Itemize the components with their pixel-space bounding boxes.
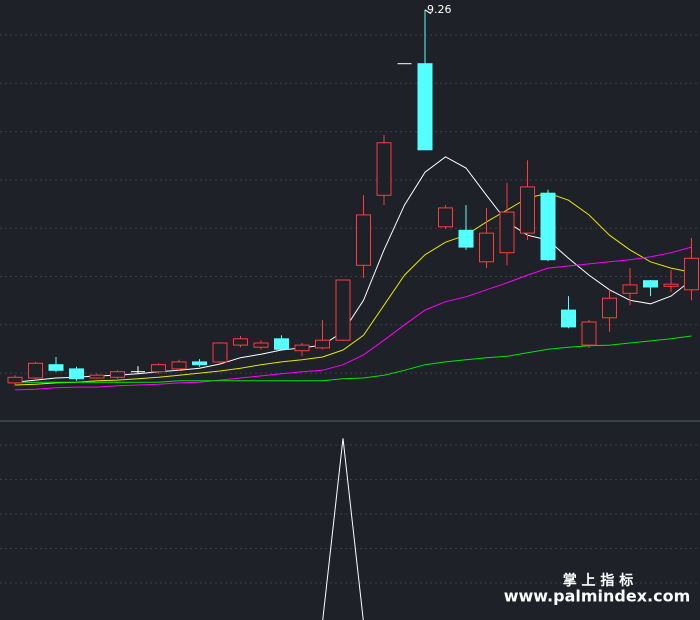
candle-body xyxy=(89,374,105,379)
candle-body xyxy=(274,338,289,350)
candle-body xyxy=(171,361,187,370)
candle-body xyxy=(69,368,84,380)
candle-body xyxy=(376,142,392,196)
candle-body xyxy=(335,279,351,341)
candle-body xyxy=(643,280,658,288)
candle-body xyxy=(294,344,310,352)
moving-average-line xyxy=(15,335,692,383)
high-label: 9.26 xyxy=(427,3,452,16)
watermark-title: 掌 上 指 标 xyxy=(563,572,634,589)
candle-body xyxy=(417,63,433,151)
candle-body xyxy=(48,364,64,371)
candle-body xyxy=(540,192,556,261)
candle-body xyxy=(253,342,269,348)
candle-body xyxy=(110,371,125,378)
candle-body xyxy=(622,284,638,294)
candle-body xyxy=(233,338,248,346)
candle-body xyxy=(561,309,576,328)
candle-body xyxy=(520,186,535,234)
moving-average-line xyxy=(14,246,692,391)
candle-body xyxy=(458,229,474,248)
candle-body xyxy=(151,364,166,373)
candle-body xyxy=(479,232,494,263)
candle-body xyxy=(315,339,330,349)
candle-body xyxy=(192,361,207,366)
moving-average-line xyxy=(14,156,692,383)
candle-body xyxy=(212,342,228,363)
moving-average-line xyxy=(14,192,692,386)
candle-body xyxy=(602,297,617,319)
watermark-url: www.palmindex.com xyxy=(504,587,691,606)
candle-body xyxy=(684,257,699,291)
high-pointer xyxy=(424,9,432,15)
indicator-line xyxy=(322,438,364,620)
candle-body xyxy=(581,321,597,346)
candle-body xyxy=(663,283,679,287)
candle-body xyxy=(438,207,453,228)
candle-body xyxy=(356,214,371,266)
candle-body xyxy=(28,362,43,379)
candle-body xyxy=(499,211,515,254)
candle-body xyxy=(7,376,23,384)
